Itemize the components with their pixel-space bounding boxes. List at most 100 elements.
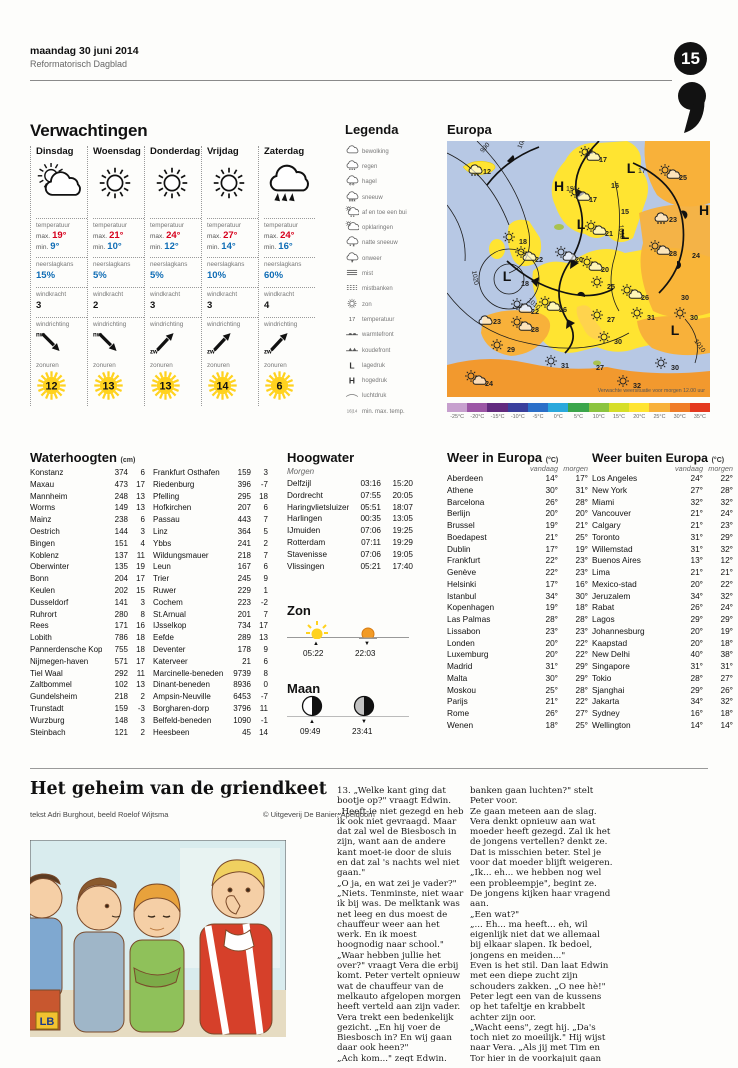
row-name: Brussel bbox=[447, 520, 475, 530]
row-name: Moskou bbox=[447, 684, 477, 695]
city-weather-row: Malta 30° 29° bbox=[447, 673, 588, 685]
story-paragraph: banken gaan luchten?" stelt Peter voor. bbox=[470, 786, 594, 807]
row-value-2: 28° bbox=[575, 496, 588, 507]
city-weather-row: Las Palmas 28° 28° bbox=[447, 614, 588, 626]
row-value-2: 22° bbox=[575, 696, 588, 707]
row-name: Toronto bbox=[592, 531, 620, 542]
row-value-2: 5 bbox=[263, 526, 268, 536]
row-value-2: 23° bbox=[575, 567, 588, 577]
row-value-1: 22° bbox=[545, 567, 558, 577]
row-name: Rotterdam bbox=[287, 537, 326, 547]
wind-force-value: 3 bbox=[207, 300, 213, 311]
water-level-row: Wurzburg 148 3 bbox=[30, 716, 145, 728]
svg-text:31: 31 bbox=[561, 361, 569, 370]
row-value-2: 7 bbox=[263, 609, 268, 619]
row-value-1: 364 bbox=[237, 526, 251, 536]
coldfront-icon bbox=[345, 342, 362, 360]
row-value-1: 3796 bbox=[233, 703, 251, 713]
row-value-1: 34° bbox=[690, 696, 703, 707]
row-value-2: 27° bbox=[575, 708, 588, 718]
row-value-1: 102 bbox=[114, 680, 128, 690]
row-value-2: 24° bbox=[720, 508, 733, 519]
water-level-row: Ruhrort 280 8 bbox=[30, 610, 145, 622]
story-divider bbox=[30, 768, 708, 769]
row-name: Aberdeen bbox=[447, 473, 483, 483]
row-value-2: 18 bbox=[136, 633, 145, 643]
row-name: Mannheim bbox=[30, 491, 68, 501]
city-weather-row: Rome 26° 27° bbox=[447, 708, 588, 720]
city-weather-row: Lagos 29° 29° bbox=[592, 614, 733, 626]
svg-text:17: 17 bbox=[599, 155, 607, 164]
row-name: Delfzijl bbox=[287, 479, 312, 488]
wind-force-label: windkracht bbox=[264, 291, 295, 298]
water-level-row: Bingen 151 4 bbox=[30, 539, 145, 551]
high-water-row: Delfzijl 03:16 15:20 bbox=[287, 479, 413, 491]
story-paragraph: Vera trekt een bedenkelijk gezicht. „En … bbox=[337, 1012, 454, 1054]
temperature-label: temperatuur bbox=[36, 222, 70, 229]
row-name: Trunstadt bbox=[30, 703, 64, 713]
row-value-2: 3 bbox=[140, 715, 145, 725]
water-level-row: Konstanz 374 6 bbox=[30, 468, 145, 480]
water-level-row: Deventer 178 9 bbox=[153, 645, 268, 657]
row-value-2: 8 bbox=[263, 668, 268, 678]
row-value-1: 45 bbox=[242, 727, 251, 737]
row-value-1: 32° bbox=[690, 496, 703, 507]
row-value-2: 21° bbox=[575, 520, 588, 530]
scale-label: 15°C bbox=[612, 414, 626, 420]
row-name: Frankfurt bbox=[447, 555, 481, 566]
city-weather-row: Helsinki 17° 16° bbox=[447, 579, 588, 591]
row-value-1: 19° bbox=[545, 520, 558, 530]
row-name: Barcelona bbox=[447, 496, 485, 507]
forecast-day-name: Dinsdag bbox=[36, 146, 74, 157]
row-value-2: 21° bbox=[720, 567, 733, 577]
row-value-2: 6 bbox=[263, 503, 268, 513]
high-water-row: Vlissingen 05:21 17:40 bbox=[287, 562, 413, 574]
row-value-1: 1090 bbox=[233, 715, 251, 725]
row-value-1: 159 bbox=[237, 468, 251, 477]
legend-item-label: sneeuw bbox=[362, 194, 383, 201]
forecast-columns: Dinsdag temperatuur max. 19° min. 9° neerslagk… bbox=[30, 146, 315, 406]
row-value-2: 16 bbox=[136, 621, 145, 631]
svg-text:20: 20 bbox=[601, 265, 609, 274]
temperature-label: temperatuur bbox=[207, 222, 241, 229]
sun-hours-label: zonuren bbox=[150, 362, 173, 369]
water-level-row: Tiel Waal 292 11 bbox=[30, 669, 145, 681]
high-water-row: Dordrecht 07:55 20:05 bbox=[287, 491, 413, 503]
high-water-row: Harlingen 00:35 13:05 bbox=[287, 514, 413, 526]
weather-sun-icon bbox=[150, 163, 201, 215]
isobar-icon bbox=[345, 387, 362, 405]
row-name: Jakarta bbox=[592, 696, 620, 707]
row-value-2: 19:25 bbox=[392, 526, 414, 536]
row-name: Riedenburg bbox=[153, 479, 195, 489]
row-name: Koblenz bbox=[30, 550, 59, 560]
water-level-row: Ybbs 241 2 bbox=[153, 539, 268, 551]
sun-hours-icon: 6 bbox=[264, 370, 315, 406]
row-name: Oberwinter bbox=[30, 562, 70, 572]
svg-text:13: 13 bbox=[160, 380, 172, 392]
svg-text:zw: zw bbox=[207, 348, 215, 355]
high-water-title: Hoogwater bbox=[287, 450, 355, 465]
moonrise-arrow: ▲ bbox=[309, 719, 315, 725]
row-name: Genève bbox=[447, 567, 477, 577]
city-weather-row: Istanbul 34° 30° bbox=[447, 591, 588, 603]
row-value-2: 18 bbox=[259, 491, 268, 501]
high-water-row: IJmuiden 07:06 19:25 bbox=[287, 526, 413, 538]
water-level-row: Mainz 238 6 bbox=[30, 515, 145, 527]
row-name: IJmuiden bbox=[287, 526, 321, 536]
svg-text:1010: 1010 bbox=[617, 225, 625, 240]
row-value-1: 20° bbox=[690, 578, 703, 589]
svg-text:16: 16 bbox=[611, 181, 619, 190]
city-weather-row: Madrid 31° 29° bbox=[447, 661, 588, 673]
city-weather-row: Mexico-stad 20° 22° bbox=[592, 579, 733, 591]
water-level-row: Gundelsheim 218 2 bbox=[30, 692, 145, 704]
city-weather-row: Jakarta 34° 32° bbox=[592, 696, 733, 708]
row-name: Jeruzalem bbox=[592, 590, 631, 601]
svg-text:27: 27 bbox=[607, 315, 615, 324]
svg-text:32: 32 bbox=[633, 381, 641, 390]
row-name: Eefde bbox=[153, 633, 174, 643]
row-name: Wellington bbox=[592, 719, 631, 730]
svg-text:H: H bbox=[699, 202, 709, 218]
row-value-2: 25° bbox=[575, 531, 588, 542]
story-paragraph: Peter legt een van de kussens op het taf… bbox=[470, 991, 602, 1023]
row-value-2: 0 bbox=[263, 680, 268, 690]
